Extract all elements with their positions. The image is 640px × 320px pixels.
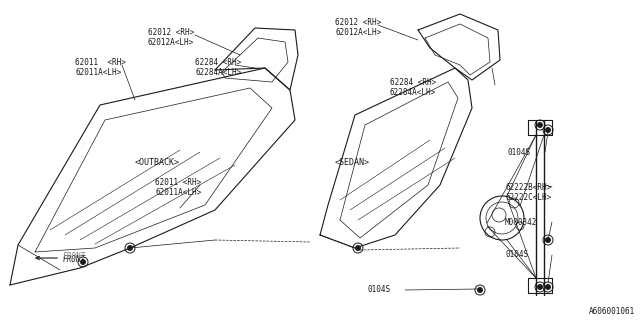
Circle shape — [546, 128, 550, 132]
Text: M000342: M000342 — [505, 218, 538, 227]
Text: 0104S: 0104S — [368, 285, 391, 294]
Text: 62011 <RH>: 62011 <RH> — [155, 178, 201, 187]
Text: 62284 <RH>: 62284 <RH> — [390, 78, 436, 87]
Circle shape — [128, 246, 132, 250]
Text: 62011  <RH>: 62011 <RH> — [75, 58, 126, 67]
Text: 62011A<LH>: 62011A<LH> — [155, 188, 201, 197]
Circle shape — [546, 285, 550, 289]
Circle shape — [477, 288, 483, 292]
Text: <OUTBACK>: <OUTBACK> — [135, 158, 180, 167]
Text: 62012 <RH>: 62012 <RH> — [148, 28, 195, 37]
Circle shape — [538, 123, 542, 127]
Circle shape — [538, 285, 542, 289]
Text: A606001061: A606001061 — [589, 307, 635, 316]
Text: 62012A<LH>: 62012A<LH> — [148, 38, 195, 47]
Text: 62222C<LH>: 62222C<LH> — [505, 193, 551, 202]
Text: 0104S: 0104S — [507, 148, 530, 157]
Text: 62222B<RH>: 62222B<RH> — [505, 183, 551, 192]
Text: 62011A<LH>: 62011A<LH> — [75, 68, 121, 77]
Text: 62012A<LH>: 62012A<LH> — [335, 28, 381, 37]
Text: 62284A<LH>: 62284A<LH> — [390, 88, 436, 97]
Text: 62284A<LH>: 62284A<LH> — [195, 68, 241, 77]
Text: <SEDAN>: <SEDAN> — [335, 158, 370, 167]
Circle shape — [546, 238, 550, 242]
Text: FRONT: FRONT — [63, 255, 86, 264]
Circle shape — [81, 260, 85, 264]
Circle shape — [356, 246, 360, 250]
Text: FRONT: FRONT — [63, 252, 86, 261]
Text: 62012 <RH>: 62012 <RH> — [335, 18, 381, 27]
Text: 62284 <RH>: 62284 <RH> — [195, 58, 241, 67]
Text: 0104S: 0104S — [505, 250, 528, 259]
